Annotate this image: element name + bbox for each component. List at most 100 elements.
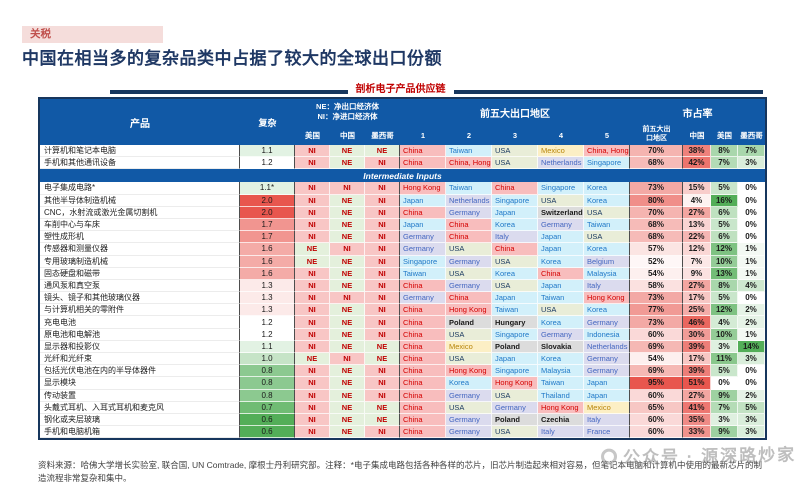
exporter-cell-4: Germany [538, 218, 584, 232]
exporter-cell-4: Taiwan [538, 292, 584, 305]
table-row: 镜头、镜子和其他玻璃仪器 1.3 NI NI NI Germany China Japan Ta… [40, 292, 765, 305]
share-cell-cn: 12% [683, 243, 711, 256]
net-cn-cell: NE [330, 194, 365, 207]
share-cell-mx: 3% [738, 426, 765, 439]
exporter-cell-5: Korea [584, 304, 630, 317]
product-cell: 显示模块 [40, 377, 240, 390]
exporter-cell-3: Poland [492, 413, 538, 427]
share-cell-cn: 25% [683, 304, 711, 317]
exporter-cell-3: USA [492, 279, 538, 293]
net-us-cell: NI [295, 389, 330, 402]
net-mx-cell: NI [365, 426, 400, 439]
net-us-cell: NI [295, 218, 330, 232]
net-us-cell: NI [295, 182, 330, 195]
share-cell-mx: 5% [738, 401, 765, 414]
share-cell-top5: 60% [630, 413, 683, 427]
exporter-cell-1: Taiwan [400, 267, 446, 280]
exporter-cell-4: Japan [538, 231, 584, 244]
exporter-cell-4: Czechia [538, 413, 584, 427]
share-cell-us: 7% [711, 401, 738, 414]
net-cn-cell: NI [330, 292, 365, 305]
share-cell-us: 8% [711, 145, 738, 158]
net-mx-cell: NE [365, 353, 400, 366]
header-share-cn: 中国 [689, 130, 705, 140]
share-cell-top5: 52% [630, 255, 683, 268]
exporter-cell-5: Italy [584, 413, 630, 427]
exporter-cell-1: China [400, 389, 446, 402]
share-cell-cn: 39% [683, 365, 711, 378]
net-cn-cell: NE [330, 340, 365, 353]
exporter-cell-2: Taiwan [446, 182, 492, 195]
exporter-cell-5: Malaysia [584, 267, 630, 280]
exporter-cell-3: Japan [492, 292, 538, 305]
exporter-cell-1: China [400, 426, 446, 439]
exporter-cell-3: Japan [492, 206, 538, 219]
net-mx-cell: NI [365, 377, 400, 390]
exporter-cell-1: China [400, 365, 446, 378]
exporter-cell-5: France [584, 426, 630, 439]
exporter-cell-3: China [492, 243, 538, 256]
share-cell-us: 0% [711, 377, 738, 390]
net-mx-cell: NI [365, 206, 400, 219]
header-net-us: 美国 [305, 130, 320, 140]
product-cell: 车削中心与车床 [40, 218, 240, 232]
product-cell: 原电池和电解池 [40, 328, 240, 341]
table-row: 固态硬盘和磁带 1.6 NI NE NI Taiwan USA Korea China Malay… [40, 267, 765, 280]
net-cn-cell: NE [330, 206, 365, 219]
share-cell-mx: 1% [738, 243, 765, 256]
net-mx-cell: NI [365, 304, 400, 317]
complexity-cell: 1.1 [240, 145, 295, 158]
header-product: 产品 [130, 118, 150, 130]
tariff-badge: 关税 [22, 26, 163, 43]
exporter-cell-5: Japan [584, 377, 630, 390]
complexity-cell: 0.7 [240, 401, 295, 414]
product-cell: 手机和电脑机箱 [40, 426, 240, 439]
exporter-cell-1: China [400, 377, 446, 390]
share-cell-us: 13% [711, 267, 738, 280]
net-us-cell: NI [295, 401, 330, 414]
header-rank-2: 2 [466, 130, 472, 140]
net-mx-cell: NI [365, 316, 400, 329]
share-cell-mx: 1% [738, 255, 765, 268]
net-cn-cell: NI [330, 243, 365, 256]
exporter-cell-4: Germany [538, 328, 584, 341]
net-cn-cell: NE [330, 255, 365, 268]
exporter-cell-4: USA [538, 304, 584, 317]
share-cell-us: 8% [711, 279, 738, 293]
net-mx-cell: NI [365, 255, 400, 268]
exporter-cell-2: Germany [446, 389, 492, 402]
header-share-top5: 前五大出 口地区 [642, 126, 671, 142]
share-cell-us: 6% [711, 231, 738, 244]
exporter-cell-2: Germany [446, 279, 492, 293]
net-us-cell: NI [295, 206, 330, 219]
share-cell-us: 4% [711, 316, 738, 329]
exporter-cell-5: Germany [584, 316, 630, 329]
table-row: 专用玻璃制造机械 1.6 NE NE NI Singapore Germany USA Kore… [40, 255, 765, 268]
product-cell: 显示器和投影仪 [40, 340, 240, 353]
exporter-cell-4: Netherlands [538, 157, 584, 170]
share-cell-mx: 2% [738, 389, 765, 402]
table-row: 显示模块 0.8 NI NE NI China Korea Hong Kong Taiwan Ja… [40, 377, 765, 390]
exporter-cell-2: Korea [446, 377, 492, 390]
exporter-cell-3: China [492, 182, 538, 195]
net-mx-cell: NI [365, 279, 400, 293]
complexity-cell: 1.1 [240, 340, 295, 353]
share-cell-mx: 7% [738, 145, 765, 158]
exporter-cell-5: USA [584, 231, 630, 244]
net-cn-cell: NE [330, 389, 365, 402]
share-cell-mx: 2% [738, 304, 765, 317]
complexity-cell: 1.6 [240, 243, 295, 256]
net-us-cell: NI [295, 413, 330, 427]
exporter-cell-3: Italy [492, 231, 538, 244]
share-cell-cn: 27% [683, 279, 711, 293]
complexity-cell: 2.0 [240, 194, 295, 207]
header-net-cn: 中国 [340, 130, 355, 140]
net-us-cell: NI [295, 267, 330, 280]
exporter-cell-3: Japan [492, 353, 538, 366]
share-cell-us: 3% [711, 340, 738, 353]
share-cell-top5: 68% [630, 157, 683, 170]
share-cell-mx: 0% [738, 377, 765, 390]
exporter-cell-4: Thailand [538, 389, 584, 402]
share-cell-top5: 80% [630, 194, 683, 207]
net-us-cell: NI [295, 328, 330, 341]
